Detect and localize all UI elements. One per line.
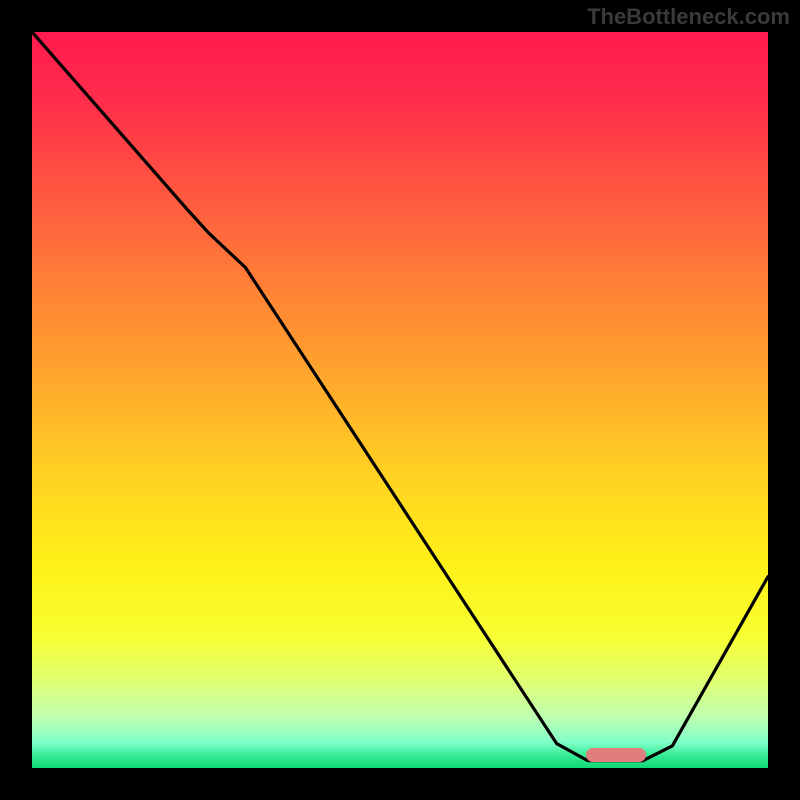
performance-curve — [32, 32, 768, 768]
watermark-text: TheBottleneck.com — [587, 4, 790, 30]
chart-plot-area — [32, 32, 768, 768]
optimal-range-marker — [586, 748, 646, 762]
